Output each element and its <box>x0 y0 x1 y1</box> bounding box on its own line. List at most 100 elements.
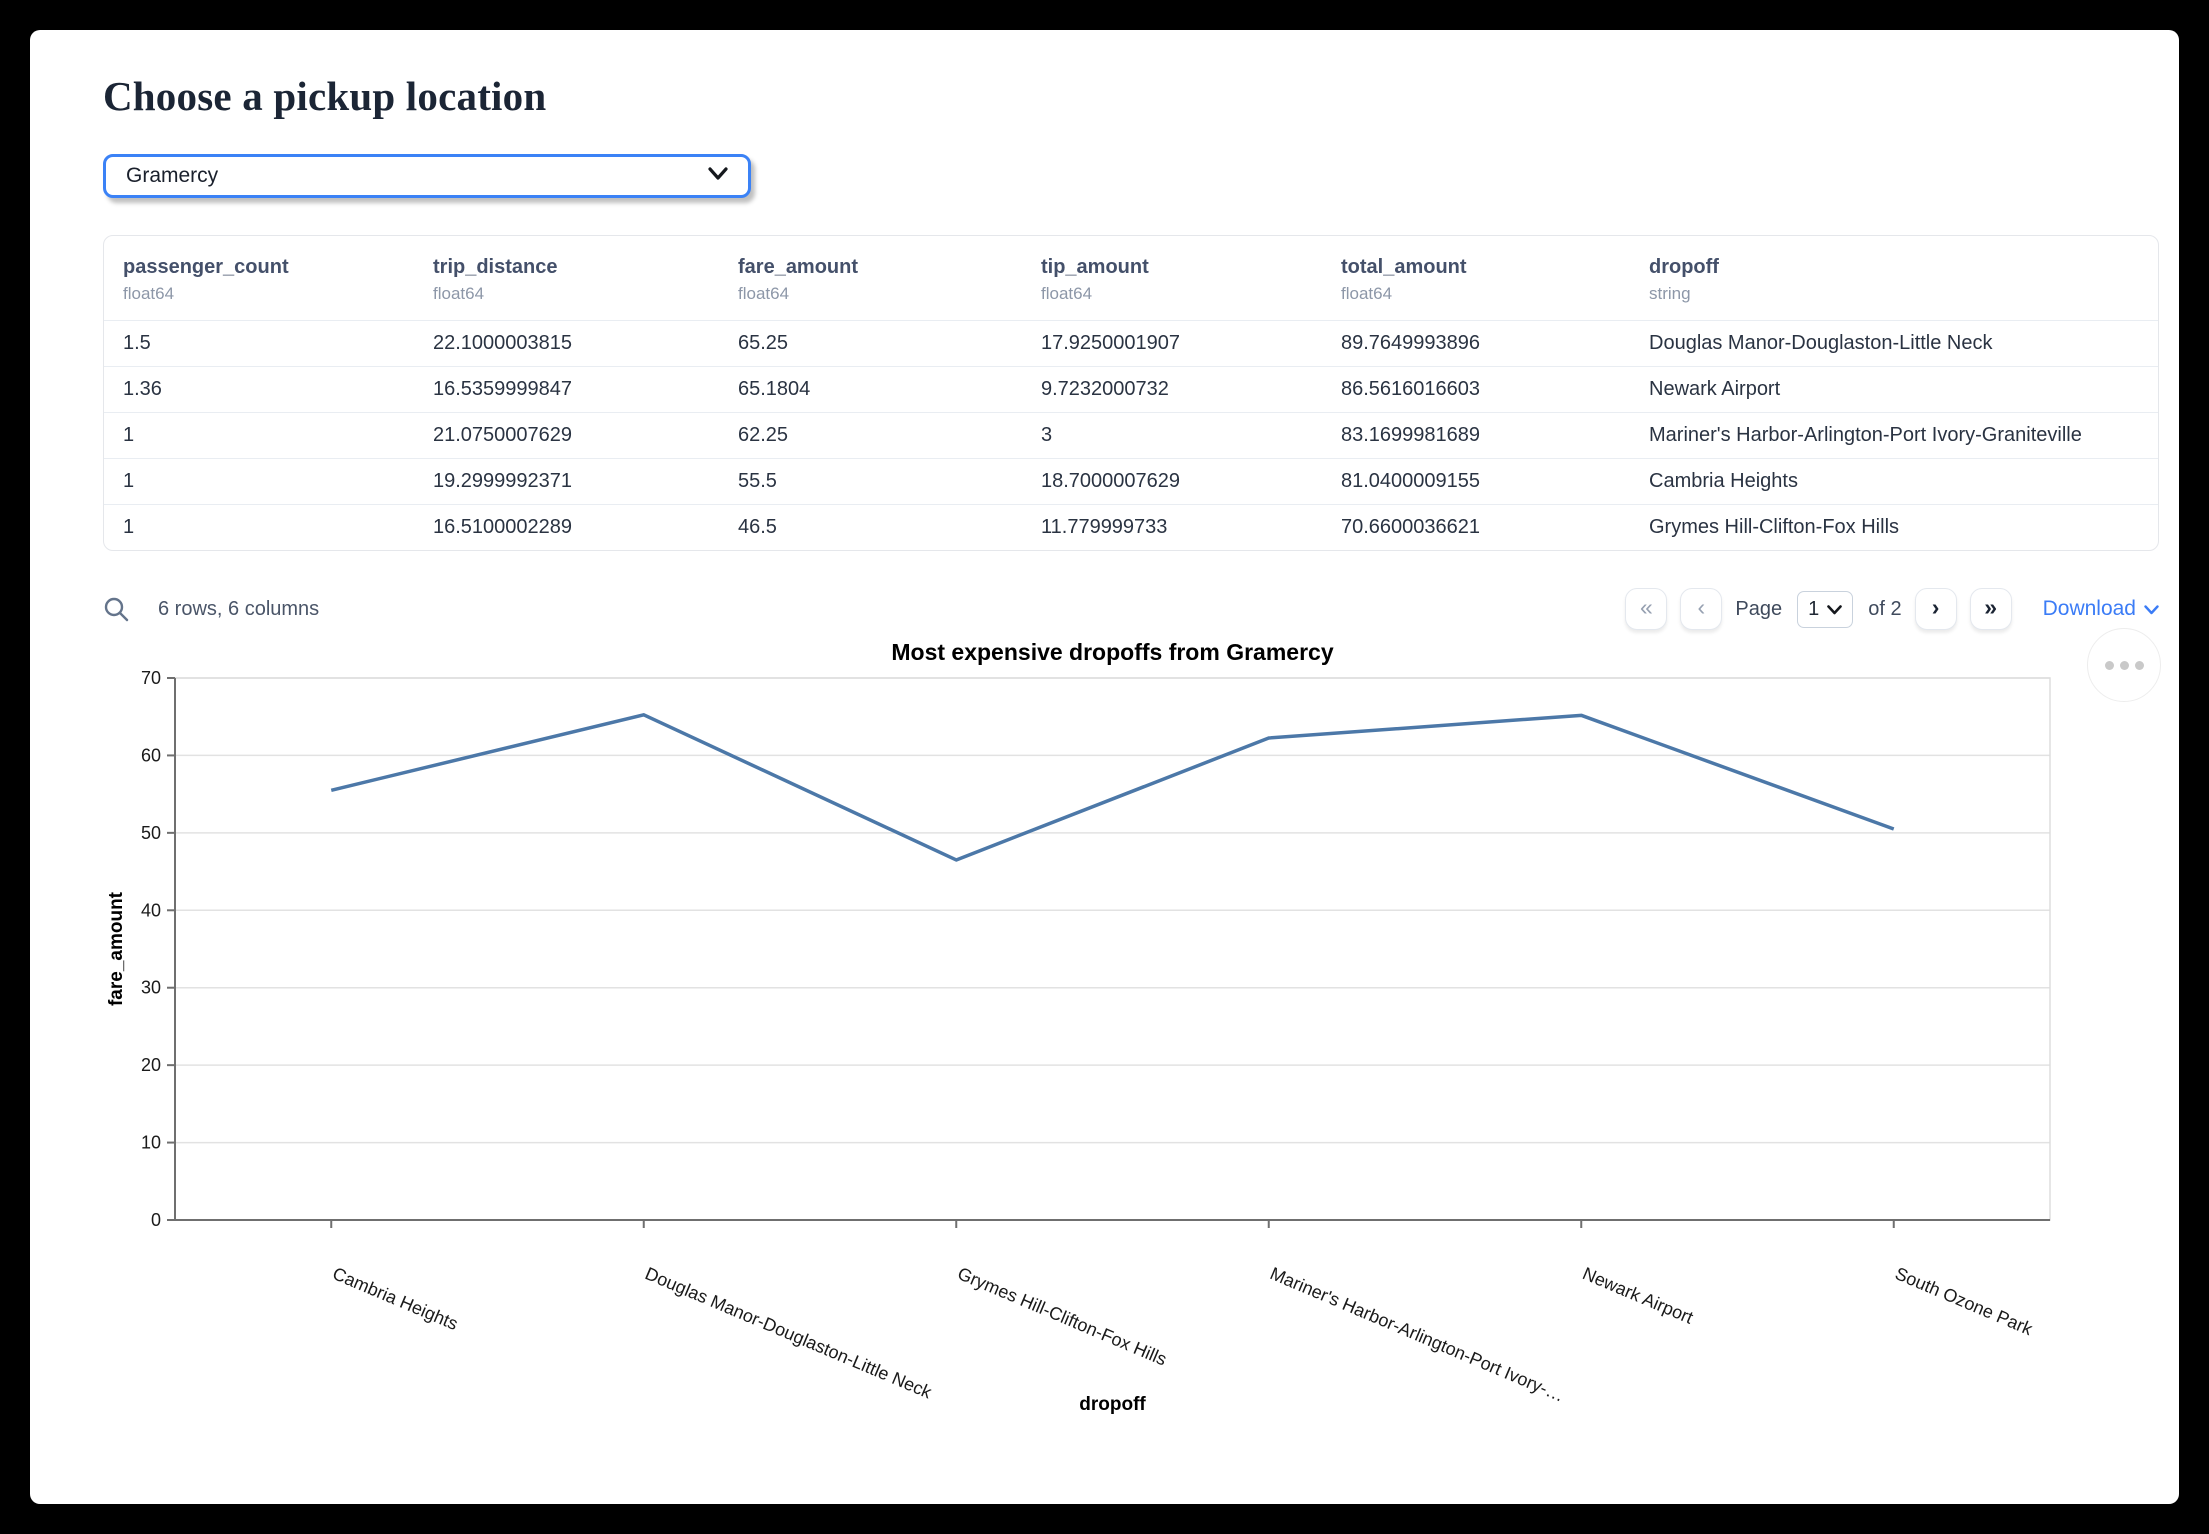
table-cell: 70.6600036621 <box>1322 504 1630 550</box>
download-label: Download <box>2042 597 2136 620</box>
page-number-select[interactable]: 1 <box>1797 590 1854 628</box>
table-cell: Cambria Heights <box>1630 458 2158 505</box>
y-tick-label: 20 <box>141 1055 161 1075</box>
table-cell: 46.5 <box>719 504 1022 550</box>
x-tick-label: Newark Airport <box>1580 1263 1696 1328</box>
column-name: dropoff <box>1649 256 1719 278</box>
table-cell: 1 <box>104 412 414 459</box>
x-tick-label: Douglas Manor-Douglaston-Little Neck <box>642 1263 935 1403</box>
table-cell: 16.5359999847 <box>414 366 719 413</box>
table-row: 1.36 16.5359999847 65.1804 9.7232000732 86.5… <box>104 366 2158 413</box>
column-header-fare_amount[interactable]: fare_amount float64 <box>719 236 1022 321</box>
table-row: 1 21.0750007629 62.25 3 83.1699981689 Mariner… <box>104 412 2158 459</box>
column-header-trip_distance[interactable]: trip_distance float64 <box>414 236 719 321</box>
column-name: passenger_count <box>123 256 289 278</box>
y-tick-label: 40 <box>141 900 161 920</box>
y-tick-label: 0 <box>151 1210 161 1230</box>
table-cell: 65.25 <box>719 320 1022 367</box>
y-tick-label: 60 <box>141 745 161 765</box>
ellipsis-icon <box>2104 660 2114 670</box>
column-name: trip_distance <box>433 256 558 278</box>
table-cell: 17.9250001907 <box>1022 320 1322 367</box>
table-cell: Grymes Hill-Clifton-Fox Hills <box>1630 504 2158 550</box>
table-cell: 1 <box>104 504 414 550</box>
table-row-count: 6 rows, 6 columns <box>158 597 320 620</box>
chevron-down-icon <box>708 166 728 186</box>
table-cell: Newark Airport <box>1630 366 2158 413</box>
column-header-dropoff[interactable]: dropoff string <box>1630 236 2158 321</box>
y-tick-label: 50 <box>141 823 161 843</box>
table-cell: 55.5 <box>719 458 1022 505</box>
table-cell: 1.5 <box>104 320 414 367</box>
chart-title: Most expensive dropoffs from Gramercy <box>891 639 1333 665</box>
x-tick-label: Mariner's Harbor-Arlington-Port Ivory-… <box>1267 1263 1567 1405</box>
prev-page-icon: ‹ <box>1697 594 1706 620</box>
ellipsis-icon <box>2134 660 2144 670</box>
table-row: 1.5 22.1000003815 65.25 17.9250001907 89.764… <box>104 320 2158 367</box>
download-button[interactable]: Download <box>2043 597 2159 621</box>
column-type: float64 <box>738 284 790 303</box>
table-cell: 65.1804 <box>719 366 1022 413</box>
table-cell: 1.36 <box>104 366 414 413</box>
chevron-down-icon <box>2144 597 2159 621</box>
y-tick-label: 70 <box>141 668 161 688</box>
column-header-total_amount[interactable]: total_amount float64 <box>1322 236 1630 321</box>
table-footer: 6 rows, 6 columns « ‹ Page 1 of 2 › » Do… <box>103 588 2159 630</box>
table-row: 1 19.2999992371 55.5 18.7000007629 81.040000… <box>104 458 2158 505</box>
dropoff-line-chart: 0 10 20 30 40 50 60 70 Cambria Heights Douglas Ma… <box>106 639 2051 1415</box>
column-type: float64 <box>1041 284 1093 303</box>
chart-menu-button[interactable] <box>2087 628 2161 702</box>
last-page-button[interactable]: » <box>1969 588 2012 630</box>
page-total-label: of 2 <box>1868 597 1902 620</box>
column-type: string <box>1649 284 1691 303</box>
page-title: Choose a pickup location <box>103 73 547 119</box>
column-name: total_amount <box>1341 256 1467 278</box>
pickup-location-select[interactable]: Gramercy <box>103 154 751 198</box>
table-cell: 62.25 <box>719 412 1022 459</box>
next-page-button[interactable]: › <box>1914 588 1957 630</box>
table-cell: 86.5616016603 <box>1322 366 1630 413</box>
notebook-card: Choose a pickup location Gramercy passen… <box>30 30 2179 1504</box>
search-icon[interactable] <box>103 596 130 623</box>
table-cell: 22.1000003815 <box>414 320 719 367</box>
x-tick-label: Grymes Hill-Clifton-Fox Hills <box>955 1263 1170 1369</box>
first-page-button[interactable]: « <box>1625 588 1668 630</box>
ellipsis-icon <box>2119 660 2129 670</box>
x-tick-label: Cambria Heights <box>330 1263 461 1334</box>
column-name: tip_amount <box>1041 256 1149 278</box>
column-type: float64 <box>433 284 485 303</box>
table-cell: 81.0400009155 <box>1322 458 1630 505</box>
page-label: Page <box>1735 597 1783 620</box>
table-cell: Mariner's Harbor-Arlington-Port Ivory-Gr… <box>1630 412 2158 459</box>
table-cell: 1 <box>104 458 414 505</box>
y-tick-label: 30 <box>141 978 161 998</box>
prev-page-button[interactable]: ‹ <box>1680 588 1723 630</box>
column-type: float64 <box>1341 284 1393 303</box>
next-page-icon: › <box>1931 594 1940 620</box>
table-cell: 9.7232000732 <box>1022 366 1322 413</box>
first-page-icon: « <box>1639 594 1653 620</box>
table-cell: 11.779999733 <box>1022 504 1322 550</box>
chevron-down-icon <box>1827 598 1843 621</box>
table-cell: 21.0750007629 <box>414 412 719 459</box>
table-cell: 3 <box>1022 412 1322 459</box>
table-cell: 18.7000007629 <box>1022 458 1322 505</box>
table-cell: 19.2999992371 <box>414 458 719 505</box>
y-tick-label: 10 <box>141 1133 161 1153</box>
pickup-location-value: Gramercy <box>126 164 219 187</box>
table-cell: 83.1699981689 <box>1322 412 1630 459</box>
table-cell: 89.7649993896 <box>1322 320 1630 367</box>
x-axis-title: dropoff <box>1079 1394 1146 1415</box>
table-row: 1 16.5100002289 46.5 11.779999733 70.6600036… <box>104 504 2158 550</box>
column-type: float64 <box>123 284 175 303</box>
y-axis-title: fare_amount <box>106 891 127 1006</box>
last-page-icon: » <box>1984 594 1997 620</box>
column-header-passenger_count[interactable]: passenger_count float64 <box>104 236 414 321</box>
column-header-tip_amount[interactable]: tip_amount float64 <box>1022 236 1322 321</box>
table-cell: 16.5100002289 <box>414 504 719 550</box>
fare-amount-line <box>330 713 1895 862</box>
